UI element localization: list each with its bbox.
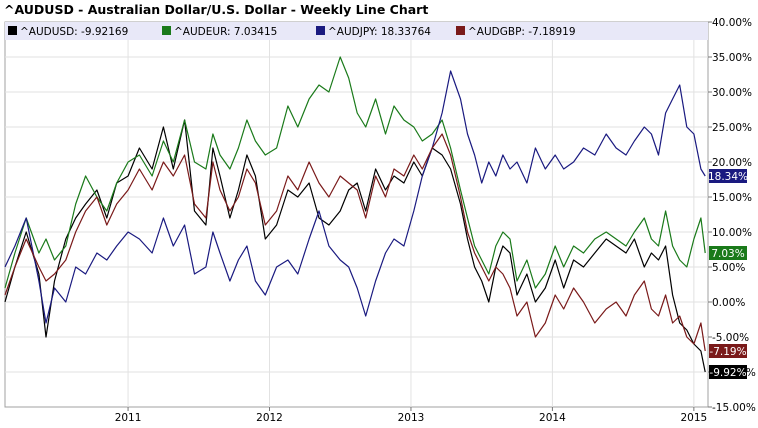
end-label-box-audjpy	[709, 169, 747, 183]
y-tick-label: 10.00%	[712, 227, 752, 239]
end-label-audeur: 7.03%	[711, 248, 744, 260]
y-tick-label: 20.00%	[712, 157, 752, 169]
y-tick-label: 15.00%	[712, 192, 752, 204]
y-tick-label: 0.00%	[712, 297, 745, 309]
plot-area	[4, 21, 709, 408]
legend-entry-audusd: ^AUDUSD: -9.92169	[20, 26, 128, 38]
y-tick-label: 5.00%	[712, 262, 745, 274]
series-line-audeur	[4, 56, 706, 289]
y-tick-label: -5.00%	[712, 332, 749, 344]
series-line-audgbp	[4, 133, 706, 352]
legend-swatch-audgbp	[456, 26, 465, 35]
legend-entry-audgbp: ^AUDGBP: -7.18919	[468, 26, 576, 38]
y-tick-label: 30.00%	[712, 87, 752, 99]
end-label-audgbp: -7.19%	[709, 346, 746, 358]
y-tick-label: 25.00%	[712, 122, 752, 134]
end-label-audjpy: 18.34%	[708, 171, 748, 183]
end-label-box-audusd	[709, 365, 747, 379]
x-tick-label: 2013	[398, 412, 425, 424]
legend-strip	[5, 22, 708, 40]
end-value-labels: -9.92% 7.03% 18.34% -7.19%	[708, 169, 748, 379]
legend: ^AUDUSD: -9.92169 ^AUDEUR: 7.03415 ^AUDJPY…	[8, 26, 576, 38]
legend-swatch-audjpy	[316, 26, 325, 35]
y-tick-label: -15.00%	[712, 402, 756, 414]
y-tick-label: 40.00%	[712, 17, 752, 29]
x-tick-label: 2011	[115, 412, 142, 424]
grid-lines	[5, 40, 708, 407]
x-tick-label: 2014	[539, 412, 566, 424]
legend-entry-audeur: ^AUDEUR: 7.03415	[174, 26, 277, 38]
y-tick-label: 35.00%	[712, 52, 752, 64]
legend-swatch-audusd	[8, 26, 17, 35]
series-lines	[4, 56, 706, 373]
legend-swatch-audeur	[162, 26, 171, 35]
legend-entry-audjpy: ^AUDJPY: 18.33764	[328, 26, 431, 38]
series-line-audjpy	[4, 70, 706, 324]
x-tick-label: 2015	[680, 412, 707, 424]
end-label-box-audgbp	[709, 344, 747, 358]
end-label-box-audeur	[709, 246, 747, 260]
x-tick-label: 2012	[256, 412, 283, 424]
x-axis: 2011 2012 2013 2014 2015	[115, 407, 707, 424]
chart-title: ^AUDUSD - Australian Dollar/U.S. Dollar …	[4, 2, 429, 17]
end-label-audusd: -9.92%	[709, 367, 746, 379]
